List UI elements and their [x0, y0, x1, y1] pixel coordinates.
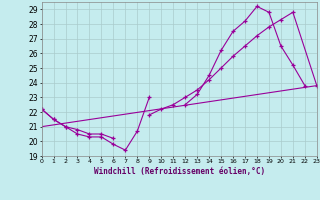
X-axis label: Windchill (Refroidissement éolien,°C): Windchill (Refroidissement éolien,°C): [94, 167, 265, 176]
